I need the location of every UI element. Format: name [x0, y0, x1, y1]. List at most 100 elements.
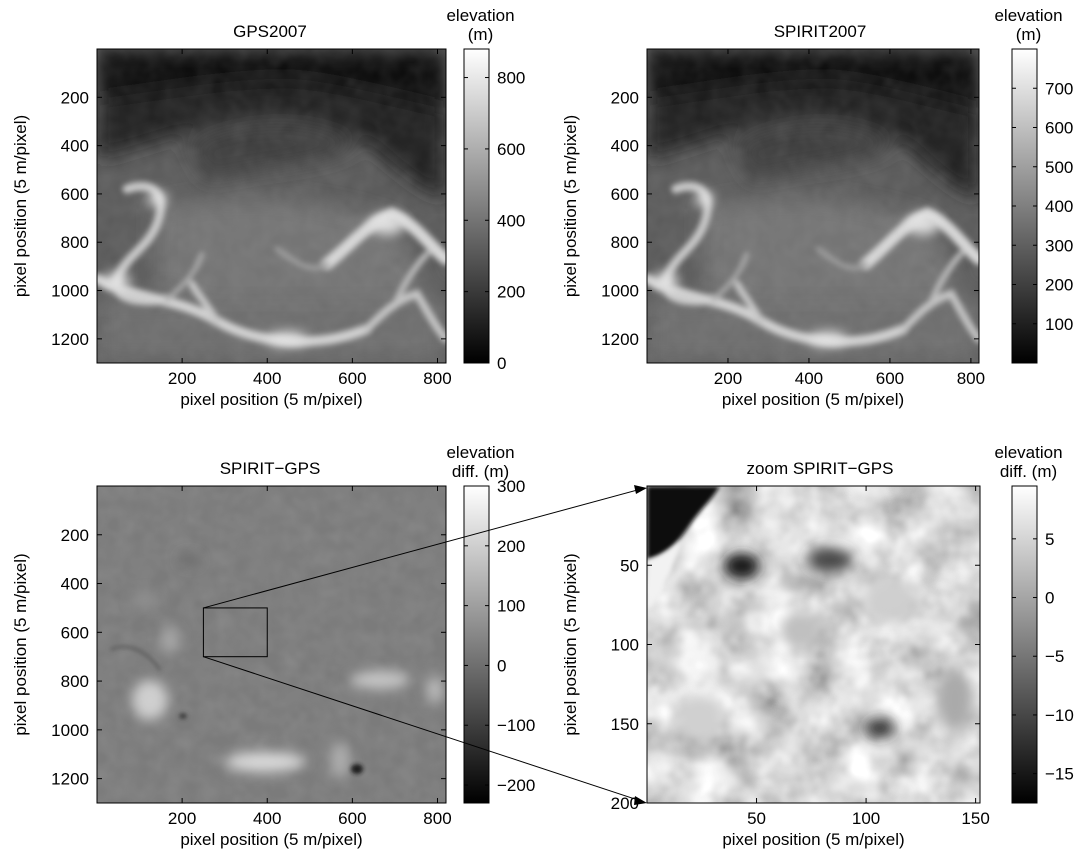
colorbar-tick-label: −5: [1045, 647, 1064, 666]
y-tick-label: 600: [61, 185, 89, 204]
x-tick-label: 800: [423, 809, 451, 828]
y-axis-label: pixel position (5 m/pixel): [11, 115, 30, 297]
colorbar-tick-label: 600: [497, 140, 525, 159]
colorbar-tick-label: 700: [1045, 79, 1073, 98]
y-tick-label: 150: [611, 715, 639, 734]
zoom-arrowhead: [634, 796, 647, 805]
colorbar-tick-label: 100: [497, 597, 525, 616]
y-tick-label: 1000: [51, 721, 89, 740]
colorbar-tick-label: 0: [1045, 589, 1054, 608]
y-axis-label: pixel position (5 m/pixel): [561, 553, 580, 735]
y-tick-label: 800: [61, 233, 89, 252]
panel-title: SPIRIT−GPS: [220, 459, 321, 478]
y-tick-label: 200: [611, 794, 639, 813]
colorbar-label: (m): [1016, 25, 1041, 44]
y-tick-label: 200: [61, 88, 89, 107]
y-tick-label: 1200: [601, 330, 639, 349]
x-tick-label: 200: [714, 369, 742, 388]
colorbar-tick-label: −15: [1045, 765, 1074, 784]
colorbar-tick-label: 600: [1045, 119, 1073, 138]
y-tick-label: 50: [620, 556, 639, 575]
x-tick-label: 400: [795, 369, 823, 388]
y-tick-label: 800: [61, 672, 89, 691]
y-tick-label: 400: [611, 137, 639, 156]
x-tick-label: 600: [338, 809, 366, 828]
plot-frame: [96, 48, 447, 364]
y-tick-label: 1000: [51, 282, 89, 301]
x-tick-label: 600: [338, 369, 366, 388]
y-tick-label: 1200: [51, 770, 89, 789]
colorbar-label: elevation: [446, 6, 514, 25]
colorbar-tick-label: 100: [1045, 315, 1073, 334]
y-tick-label: 400: [61, 137, 89, 156]
y-tick-label: 200: [611, 88, 639, 107]
x-axis-label: pixel position (5 m/pixel): [180, 830, 362, 849]
colorbar-tick-label: −10: [1045, 706, 1074, 725]
zoom-connector: [203, 656, 642, 802]
y-tick-label: 1200: [51, 330, 89, 349]
x-tick-label: 800: [423, 369, 451, 388]
colorbar-tick-label: 200: [1045, 276, 1073, 295]
y-tick-label: 800: [611, 233, 639, 252]
colorbar-tick-label: 500: [1045, 158, 1073, 177]
colorbar-tick-label: 200: [497, 537, 525, 556]
colorbar-tick-label: 400: [497, 211, 525, 230]
colorbar-tick-label: 400: [1045, 197, 1073, 216]
colorbar-tick-label: 300: [1045, 236, 1073, 255]
panel-title: GPS2007: [233, 22, 307, 41]
x-tick-label: 400: [253, 809, 281, 828]
x-axis-label: pixel position (5 m/pixel): [722, 830, 904, 849]
zoom-box: [202, 607, 268, 658]
panel-gps2007: GPS2007 200 400 600 800 200 400 600 800 1000 1200 p…: [11, 6, 525, 409]
colorbar: [463, 485, 490, 804]
panel-title: SPIRIT2007: [774, 22, 867, 41]
plot-frame: [646, 48, 980, 364]
colorbar-label: elevation: [446, 443, 514, 462]
colorbar-tick-label: −200: [497, 776, 535, 795]
colorbar-tick-label: −100: [497, 716, 535, 735]
colorbar-label: elevation: [994, 443, 1062, 462]
colorbar-tick-label: 0: [497, 656, 506, 675]
plot-frame: [96, 485, 447, 804]
y-tick-label: 1000: [601, 282, 639, 301]
colorbar-label: diff. (m): [1000, 462, 1057, 481]
zoom-arrowhead: [634, 485, 647, 494]
zoom-indicator: [202, 485, 647, 805]
axes-gps2007: GPS2007 200 400 600 800 200 400 600 800 1000 1200 p…: [11, 6, 525, 409]
panel-title: zoom SPIRIT−GPS: [747, 459, 894, 478]
axes-spirit2007: SPIRIT2007 200 400 600 800 200 400 600 800 1000 12…: [561, 6, 1073, 409]
y-tick-label: 200: [61, 526, 89, 545]
colorbar: [1011, 48, 1038, 364]
colorbar: [463, 48, 490, 364]
colorbar-tick-label: 800: [497, 69, 525, 88]
y-tick-label: 100: [611, 636, 639, 655]
y-tick-label: 600: [61, 623, 89, 642]
x-axis-label: pixel position (5 m/pixel): [180, 390, 362, 409]
colorbar-tick-label: 0: [497, 354, 506, 373]
panel-spirit2007: SPIRIT2007 200 400 600 800 200 400 600 800 1000 12…: [561, 6, 1073, 409]
colorbar-label: (m): [468, 25, 493, 44]
colorbar: [1011, 485, 1038, 804]
x-tick-label: 400: [253, 369, 281, 388]
x-tick-label: 100: [852, 809, 880, 828]
colorbar-tick-label: 5: [1045, 530, 1054, 549]
x-tick-label: 150: [961, 809, 989, 828]
x-tick-label: 600: [876, 369, 904, 388]
axes-spirit-gps: SPIRIT−GPS200 400 600 800200400600800100012…: [11, 443, 535, 849]
zoom-connector: [203, 488, 642, 609]
y-axis-label: pixel position (5 m/pixel): [11, 553, 30, 735]
colorbar-tick-label: 200: [497, 283, 525, 302]
x-axis-label: pixel position (5 m/pixel): [722, 390, 904, 409]
x-tick-label: 800: [957, 369, 985, 388]
x-tick-label: 200: [168, 809, 196, 828]
colorbar-tick-label: 300: [497, 477, 525, 496]
y-tick-label: 400: [61, 575, 89, 594]
x-tick-label: 50: [747, 809, 766, 828]
panel-spirit-gps: SPIRIT−GPS200 400 600 800200400600800100012…: [11, 443, 535, 849]
x-tick-label: 200: [168, 369, 196, 388]
y-axis-label: pixel position (5 m/pixel): [561, 115, 580, 297]
colorbar-label: diff. (m): [452, 462, 509, 481]
